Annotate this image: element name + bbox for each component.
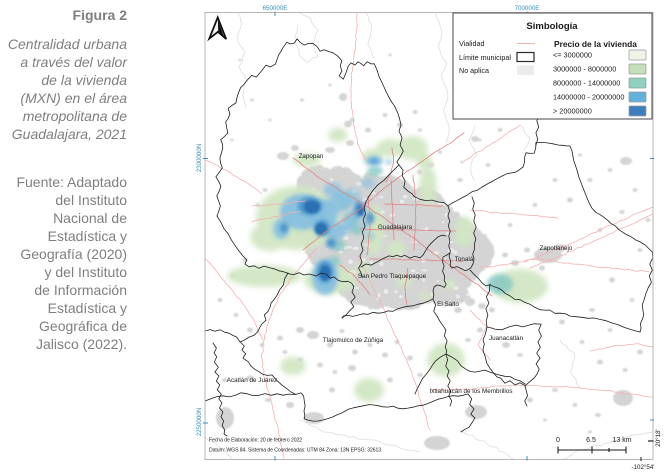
svg-text:Precio de la vivienda: Precio de la vivienda	[554, 39, 637, 49]
svg-text:650000E: 650000E	[263, 5, 288, 12]
svg-text:Zapopan: Zapopan	[299, 153, 324, 160]
svg-text:<= 3000000: <= 3000000	[553, 51, 592, 60]
svg-text:Datum: WGS 84. Sistema de Coor: Datum: WGS 84. Sistema de Coordenadas: U…	[209, 448, 382, 454]
svg-text:Límite municipal: Límite municipal	[459, 53, 511, 62]
svg-text:Zapotlanejo: Zapotlanejo	[540, 245, 573, 252]
svg-text:No aplica: No aplica	[459, 66, 489, 75]
svg-text:Guadalajara: Guadalajara	[378, 224, 413, 231]
svg-text:14000000 - 20000000: 14000000 - 20000000	[553, 93, 624, 102]
svg-text:Acatlán de Juárez: Acatlán de Juárez	[227, 377, 277, 384]
svg-text:-102°54': -102°54'	[632, 464, 655, 471]
svg-text:Tonalá: Tonalá	[455, 256, 474, 263]
svg-text:2300000N: 2300000N	[196, 144, 203, 173]
svg-text:El Salto: El Salto	[437, 301, 459, 308]
svg-text:13 km: 13 km	[612, 437, 631, 444]
svg-text:3000000 - 8000000: 3000000 - 8000000	[553, 65, 616, 74]
svg-text:0: 0	[556, 437, 560, 444]
svg-text:2250000N: 2250000N	[196, 408, 203, 437]
svg-text:> 20000000: > 20000000	[553, 107, 592, 116]
svg-text:Juanacatlán: Juanacatlán	[489, 335, 523, 342]
svg-text:Vialidad: Vialidad	[459, 39, 484, 48]
svg-text:Simbología: Simbología	[526, 21, 578, 32]
svg-text:6.5: 6.5	[586, 437, 596, 444]
svg-text:Tlajomulco de Zúñiga: Tlajomulco de Zúñiga	[323, 337, 384, 344]
svg-text:20°18': 20°18'	[655, 429, 662, 446]
svg-text:Fecha de Elaboración: 20 de fe: Fecha de Elaboración: 20 de febrero 2022	[209, 438, 302, 444]
svg-text:San Pedro Tlaquepaque: San Pedro Tlaquepaque	[358, 273, 427, 280]
svg-text:Ixtlahuacán de los Membrillos: Ixtlahuacán de los Membrillos	[430, 388, 513, 395]
svg-text:8000000 - 14000000: 8000000 - 14000000	[553, 79, 620, 88]
svg-text:700000E: 700000E	[515, 5, 540, 12]
